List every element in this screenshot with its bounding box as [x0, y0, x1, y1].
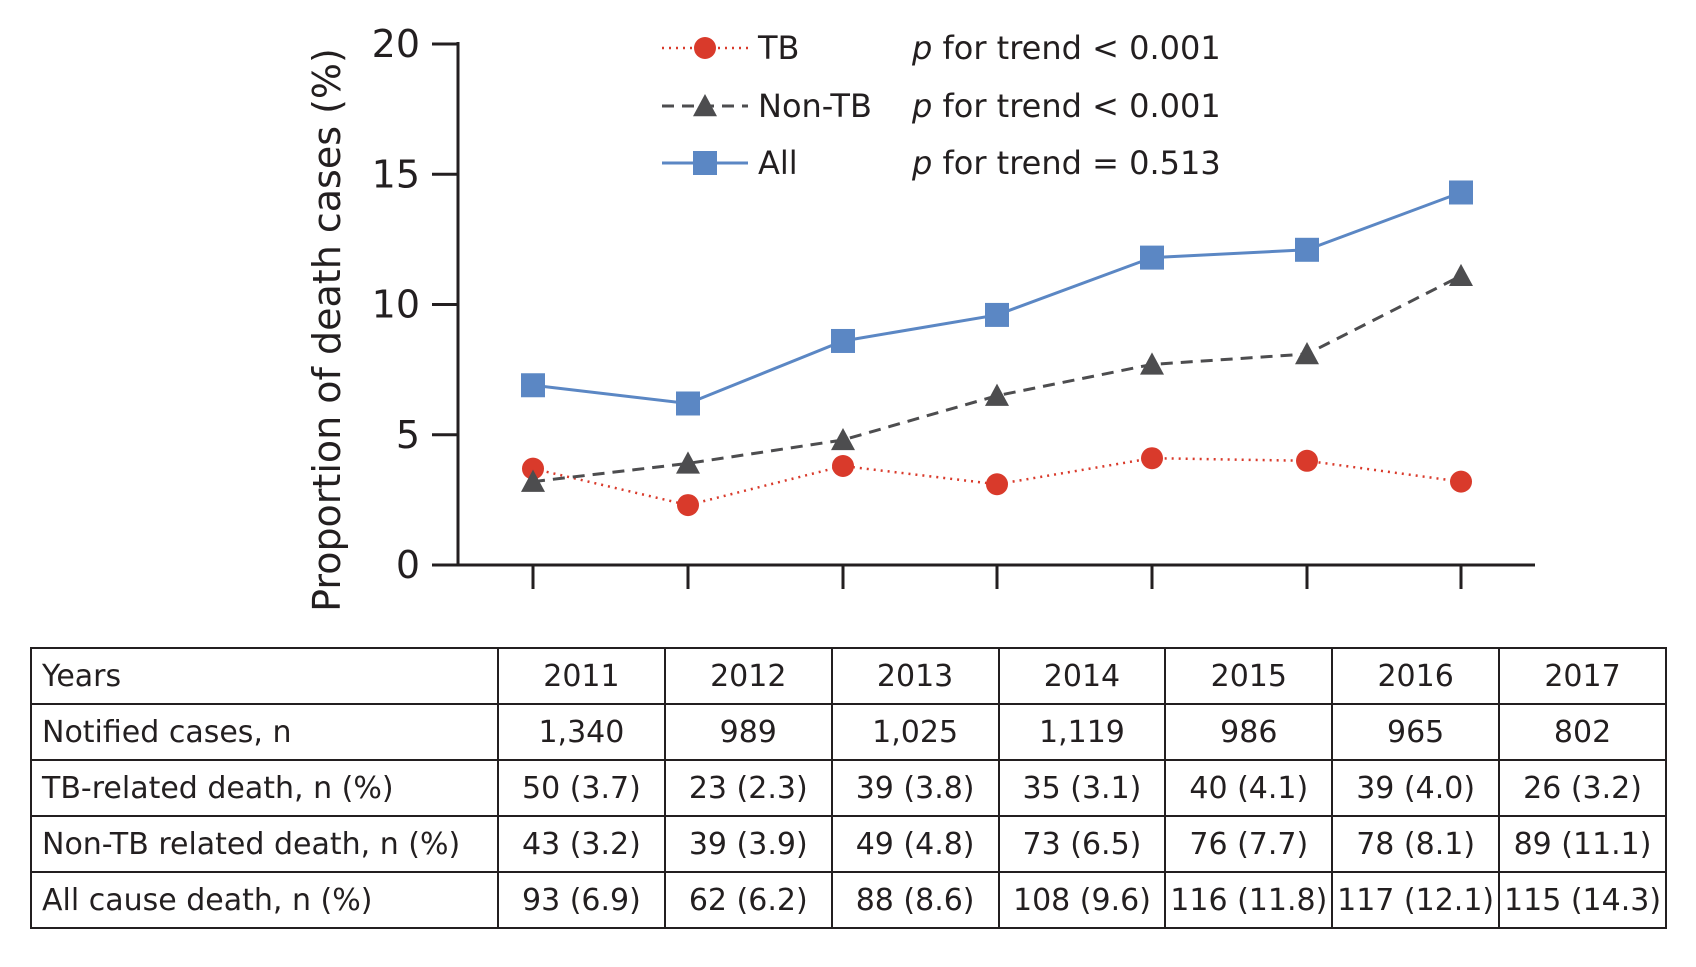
table-cell: 2017: [1498, 647, 1667, 705]
legend-trend-all: p for trend = 0.513: [911, 144, 1221, 182]
series-all: [521, 180, 1473, 416]
table-row: Non-TB related death, n (%) 43 (3.2) 39 (3…: [30, 815, 1667, 873]
data-point-non-tb: [831, 427, 855, 451]
legend-trend-non-tb: p for trend < 0.001: [911, 87, 1221, 125]
table-cell: 39 (4.0): [1331, 759, 1501, 817]
row-label: TB-related death, n (%): [30, 759, 499, 817]
series-line-all: [532, 191, 1462, 406]
table-cell: 39 (3.8): [830, 759, 1000, 817]
y-tick-label: 20: [372, 22, 420, 66]
data-point-non-tb: [1449, 263, 1473, 287]
table-cell: 73 (6.5): [997, 815, 1167, 873]
table-cell: 2012: [663, 647, 833, 705]
data-point-tb: [1450, 470, 1472, 493]
table-row: TB-related death, n (%) 50 (3.7) 23 (2.3) 3…: [30, 759, 1667, 817]
data-point-all: [1295, 237, 1319, 262]
data-point-non-tb: [985, 383, 1009, 406]
y-tick-label: 10: [372, 283, 420, 327]
table-cell: 802: [1498, 703, 1667, 761]
data-point-all: [676, 391, 700, 416]
table-cell: 62 (6.2): [663, 871, 833, 929]
table-cell: 986: [1164, 703, 1334, 761]
table-body: Years 2011 2012 2013 2014 2015 2016 2017 Notifie…: [30, 647, 1667, 929]
table-cell: 1,119: [997, 703, 1167, 761]
legend-item-tb: TB p for trend < 0.001: [662, 29, 1221, 67]
table-cell: 2013: [830, 647, 1000, 705]
table-cell: 93 (6.9): [497, 871, 666, 929]
data-point-tb: [1296, 449, 1318, 472]
data-point-tb: [677, 494, 699, 517]
table-cell: 2015: [1164, 647, 1334, 705]
data-point-all: [985, 302, 1009, 327]
table-row: All cause death, n (%) 93 (6.9) 62 (6.2) 88…: [30, 871, 1667, 929]
y-tick-label: 15: [372, 152, 420, 196]
legend-marker-tb: [694, 37, 716, 59]
legend-label-tb: TB: [757, 29, 800, 67]
table-cell: 108 (9.6): [997, 871, 1167, 929]
row-label: Years: [30, 647, 499, 705]
series-tb: [522, 447, 1472, 517]
table-cell: 2014: [997, 647, 1167, 705]
data-point-non-tb: [521, 469, 545, 492]
data-point-non-tb: [1140, 352, 1164, 375]
table-cell: 43 (3.2): [497, 815, 666, 873]
y-axis-label: Proportion of death cases (%): [305, 48, 349, 612]
table-cell: 76 (7.7): [1164, 815, 1334, 873]
axes: 0 5 10 15 20: [372, 22, 1535, 589]
legend: TB p for trend < 0.001 Non-TB p for trend <…: [662, 29, 1221, 182]
table-cell: 116 (11.8): [1164, 871, 1334, 929]
table-cell: 50 (3.7): [497, 759, 666, 817]
table-cell: 1,340: [497, 703, 666, 761]
table-cell: 88 (8.6): [830, 871, 1000, 929]
data-point-tb: [832, 455, 854, 478]
data-point-all: [1140, 245, 1164, 270]
legend-trend-tb: p for trend < 0.001: [911, 29, 1221, 67]
legend-item-non-tb: Non-TB p for trend < 0.001: [662, 87, 1221, 125]
y-tick-label: 5: [396, 413, 420, 457]
table-row: Notified cases, n 1,340 989 1,025 1,119 986 96…: [30, 703, 1667, 761]
row-label: All cause death, n (%): [30, 871, 499, 929]
table-cell: 35 (3.1): [997, 759, 1167, 817]
table-cell: 115 (14.3): [1498, 871, 1667, 929]
legend-label-non-tb: Non-TB: [758, 87, 872, 125]
table-cell: 49 (4.8): [830, 815, 1000, 873]
table-cell: 2016: [1331, 647, 1501, 705]
data-point-all: [1449, 180, 1473, 205]
legend-label-all: All: [758, 144, 798, 182]
legend-marker-non-tb: [693, 94, 717, 117]
series-layer: [521, 180, 1473, 517]
data-point-tb: [1141, 447, 1163, 470]
table-cell: 117 (12.1): [1331, 871, 1501, 929]
table-header-row: Years 2011 2012 2013 2014 2015 2016 2017: [30, 647, 1667, 705]
table-cell: 989: [663, 703, 833, 761]
table-cell: 2011: [497, 647, 666, 705]
table-cell: 1,025: [830, 703, 1000, 761]
legend-marker-all: [693, 151, 717, 175]
row-label: Notified cases, n: [30, 703, 499, 761]
series-non-tb: [521, 263, 1473, 492]
data-point-non-tb: [676, 451, 700, 474]
data-point-tb: [522, 457, 544, 480]
legend-item-all: All p for trend = 0.513: [662, 144, 1221, 182]
table-cell: 26 (3.2): [1498, 759, 1667, 817]
table-cell: 39 (3.9): [663, 815, 833, 873]
data-table: Years 2011 2012 2013 2014 2015 2016 2017 Notifie…: [30, 647, 1667, 929]
data-point-non-tb: [1295, 341, 1319, 365]
table-cell: 965: [1331, 703, 1501, 761]
data-point-tb: [986, 473, 1008, 496]
data-point-all: [521, 373, 545, 398]
table-cell: 89 (11.1): [1498, 815, 1667, 873]
data-point-all: [831, 328, 855, 353]
table-cell: 23 (2.3): [663, 759, 833, 817]
table-cell: 78 (8.1): [1331, 815, 1501, 873]
line-chart: 0 5 10 15 20 TB p for trend < 0.001 Non-TB p fo…: [305, 22, 1535, 612]
row-label: Non-TB related death, n (%): [30, 815, 499, 873]
y-tick-label: 0: [396, 543, 420, 587]
table-cell: 40 (4.1): [1164, 759, 1334, 817]
